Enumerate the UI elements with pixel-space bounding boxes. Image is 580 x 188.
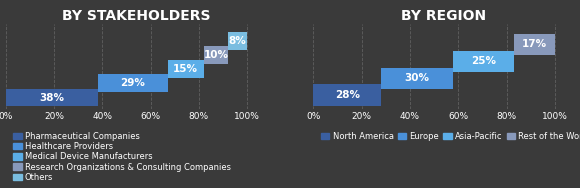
Bar [204, 46, 228, 64]
Text: 29%: 29% [120, 78, 145, 88]
Bar [228, 32, 247, 50]
Title: BY REGION: BY REGION [401, 9, 487, 23]
Bar [313, 84, 381, 106]
Title: BY STAKEHOLDERS: BY STAKEHOLDERS [62, 9, 211, 23]
Text: 10%: 10% [204, 50, 229, 60]
Text: 25%: 25% [471, 56, 496, 66]
Text: 30%: 30% [405, 73, 430, 83]
Text: 8%: 8% [229, 36, 246, 46]
Legend: Pharmaceutical Companies, Healthcare Providers, Medical Device Manufacturers, Re: Pharmaceutical Companies, Healthcare Pro… [10, 128, 234, 185]
Bar [97, 74, 168, 92]
Text: 15%: 15% [173, 64, 198, 74]
Bar [6, 89, 97, 106]
Text: 28%: 28% [335, 90, 360, 100]
Legend: North America, Europe, Asia-Pacific, Rest of the World: North America, Europe, Asia-Pacific, Res… [318, 128, 580, 144]
Bar [514, 34, 555, 55]
Bar [168, 60, 204, 78]
Text: 38%: 38% [39, 92, 64, 102]
Bar [454, 51, 514, 72]
Bar [381, 67, 454, 89]
Text: 17%: 17% [522, 39, 547, 49]
